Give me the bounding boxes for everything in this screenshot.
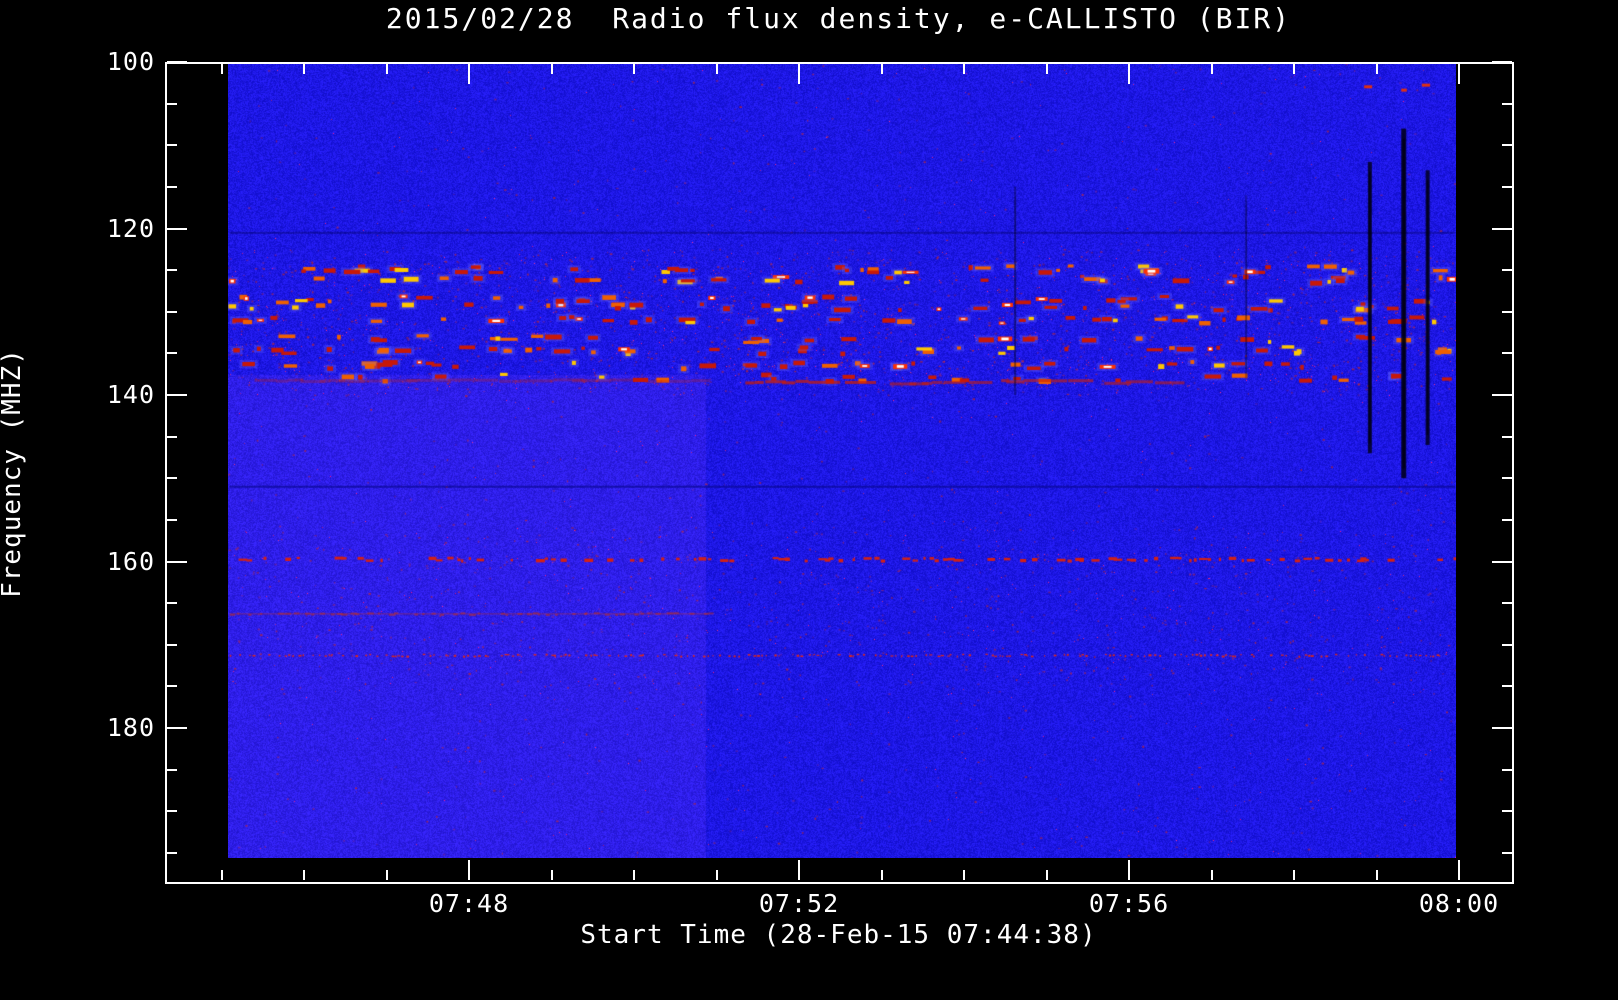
y-tick-label: 120 bbox=[106, 213, 155, 243]
y-tick bbox=[167, 643, 177, 646]
x-tick bbox=[798, 64, 800, 84]
x-tick bbox=[715, 64, 718, 74]
y-tick bbox=[167, 352, 177, 355]
y-tick bbox=[167, 768, 177, 771]
x-tick bbox=[303, 64, 305, 74]
y-tick bbox=[1502, 435, 1512, 438]
y-tick bbox=[167, 685, 177, 688]
x-tick bbox=[963, 870, 965, 880]
y-tick bbox=[167, 435, 177, 438]
x-tick bbox=[220, 64, 223, 74]
x-tick bbox=[963, 64, 965, 74]
y-tick bbox=[167, 269, 177, 272]
x-tick bbox=[1458, 860, 1460, 880]
x-tick bbox=[880, 870, 883, 880]
x-tick bbox=[1293, 64, 1295, 74]
y-tick bbox=[167, 477, 177, 480]
y-tick bbox=[1502, 518, 1512, 521]
y-tick bbox=[1502, 185, 1512, 188]
x-tick bbox=[1128, 64, 1130, 84]
x-tick bbox=[1128, 860, 1130, 880]
y-tick bbox=[167, 227, 187, 230]
x-tick bbox=[1293, 870, 1295, 880]
x-tick-label: 08:00 bbox=[1418, 889, 1500, 918]
x-tick bbox=[303, 870, 305, 880]
y-tick bbox=[167, 310, 177, 313]
y-tick bbox=[1502, 102, 1512, 105]
y-tick bbox=[1502, 602, 1512, 605]
x-tick bbox=[550, 64, 553, 74]
x-tick bbox=[1458, 64, 1460, 84]
y-tick bbox=[1502, 477, 1512, 480]
x-tick bbox=[468, 860, 470, 880]
y-tick-label: 140 bbox=[106, 380, 155, 409]
x-tick bbox=[1210, 870, 1213, 880]
x-tick bbox=[468, 64, 470, 84]
x-axis-title: Start Time (28-Feb-15 07:44:38) bbox=[580, 920, 1097, 950]
y-tick bbox=[1502, 768, 1512, 771]
spectrogram-canvas bbox=[228, 64, 1456, 858]
y-tick bbox=[167, 727, 187, 729]
x-tick bbox=[633, 870, 635, 880]
y-tick bbox=[1492, 227, 1512, 230]
y-tick bbox=[167, 144, 177, 147]
x-tick bbox=[1375, 64, 1378, 74]
x-tick bbox=[550, 870, 553, 880]
y-tick bbox=[167, 560, 187, 563]
y-tick bbox=[1502, 810, 1512, 813]
y-tick-label: 160 bbox=[106, 546, 155, 576]
y-tick bbox=[167, 394, 187, 396]
x-tick bbox=[1045, 870, 1048, 880]
x-tick-label: 07:48 bbox=[428, 889, 510, 918]
y-tick bbox=[1492, 394, 1512, 396]
y-tick bbox=[1502, 144, 1512, 147]
y-tick bbox=[1492, 727, 1512, 729]
y-tick bbox=[1502, 352, 1512, 355]
y-tick bbox=[1502, 685, 1512, 688]
x-tick bbox=[715, 870, 718, 880]
x-tick bbox=[1210, 64, 1213, 74]
y-tick bbox=[1502, 643, 1512, 646]
y-tick-label: 100 bbox=[106, 47, 155, 76]
y-tick bbox=[1502, 310, 1512, 313]
y-tick bbox=[167, 61, 187, 63]
y-tick bbox=[167, 518, 177, 521]
y-tick bbox=[167, 810, 177, 813]
x-tick bbox=[220, 870, 223, 880]
x-tick bbox=[633, 64, 635, 74]
chart-title: 2015/02/28 Radio flux density, e-CALLIST… bbox=[385, 2, 1292, 35]
x-tick-label: 07:56 bbox=[1088, 889, 1170, 918]
y-tick bbox=[1502, 269, 1512, 272]
x-tick bbox=[385, 64, 388, 74]
y-tick bbox=[167, 602, 177, 605]
x-tick bbox=[880, 64, 883, 74]
y-tick bbox=[167, 102, 177, 105]
x-tick-label: 07:52 bbox=[758, 889, 840, 918]
y-tick bbox=[1492, 560, 1512, 563]
y-tick bbox=[1492, 61, 1512, 63]
x-tick bbox=[1375, 870, 1378, 880]
y-tick bbox=[1502, 851, 1512, 854]
x-tick bbox=[1045, 64, 1048, 74]
x-tick bbox=[385, 870, 388, 880]
x-tick bbox=[798, 860, 800, 880]
y-tick bbox=[167, 185, 177, 188]
y-tick bbox=[167, 851, 177, 854]
y-tick-label: 180 bbox=[106, 713, 155, 742]
